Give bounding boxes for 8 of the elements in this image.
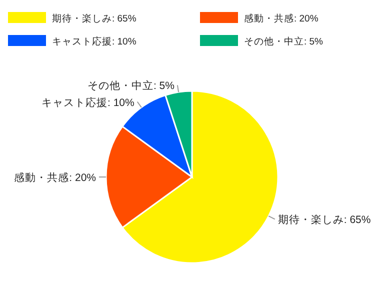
- legend-label: 感動・共感: 20%: [244, 12, 319, 24]
- slice-label: その他・中立: 5%: [87, 79, 174, 92]
- legend-label: キャスト応援: 10%: [52, 36, 137, 48]
- legend-label: 期待・楽しみ: 65%: [52, 12, 137, 24]
- slice-label: 感動・共感: 20%: [14, 171, 96, 184]
- slice-label: 期待・楽しみ: 65%: [278, 214, 371, 226]
- legend-label: その他・中立: 5%: [244, 36, 324, 48]
- slice-label: キャスト応援: 10%: [41, 96, 134, 109]
